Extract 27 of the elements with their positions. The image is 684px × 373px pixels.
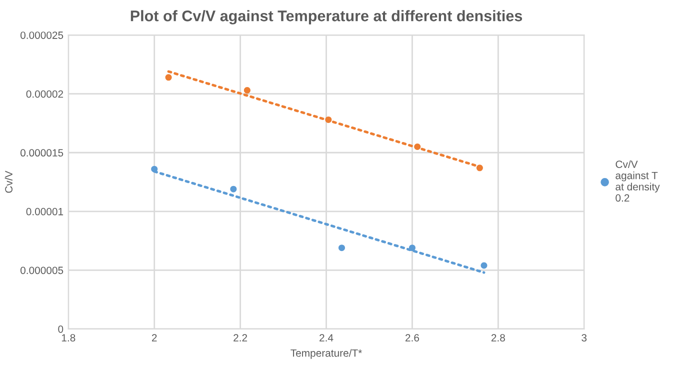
point	[476, 164, 483, 172]
y-tick-label: 0	[58, 325, 64, 333]
y-tick-label: 0.00001	[26, 208, 64, 216]
point	[408, 244, 416, 252]
chart-title: Plot of Cv/V against Temperature at different densities	[130, 10, 522, 24]
point	[480, 262, 488, 269]
y-tick-label: 0.000025	[20, 32, 64, 39]
point	[338, 244, 345, 252]
y-tick-label: 0.00002	[26, 90, 64, 98]
y-tick-label: 0.000015	[20, 149, 64, 157]
x-tick-label: 2.4	[320, 334, 334, 342]
x-tick-label: 2.6	[406, 334, 420, 342]
x-axis-title: Temperature/T*	[290, 349, 362, 359]
point	[230, 186, 237, 192]
y-axis-title: Cv/V	[4, 170, 12, 193]
x-tick-label: 2.8	[491, 334, 505, 342]
point	[151, 166, 158, 172]
point	[165, 74, 172, 81]
x-tick-label: 2	[152, 334, 157, 342]
x-tick-label: 1.8	[62, 334, 76, 342]
point	[325, 116, 332, 123]
x-tick-label: 2.2	[234, 334, 248, 342]
point	[414, 143, 421, 150]
legend-label: Cv/V against T at density 0.2	[616, 160, 660, 202]
y-tick-label: 0.000005	[20, 266, 64, 274]
point	[244, 87, 250, 94]
x-tick-label: 3	[582, 334, 587, 342]
